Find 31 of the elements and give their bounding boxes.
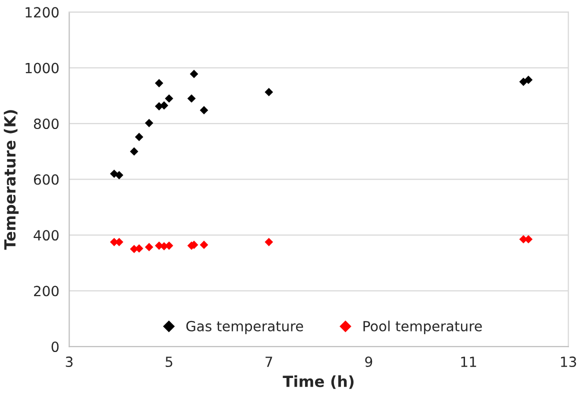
- x-tick-label: 3: [66, 356, 73, 368]
- y-tick-label: 600: [34, 174, 59, 185]
- y-tick-label: 200: [34, 286, 59, 296]
- point: [187, 94, 196, 103]
- y-axis-title: Temperature (K): [4, 110, 19, 250]
- y-tick-label: 1200: [26, 7, 59, 18]
- x-tick-label: 13: [561, 356, 576, 368]
- point: [190, 70, 198, 78]
- y-tick-label: 400: [34, 230, 59, 241]
- point: [130, 147, 138, 156]
- y-tick-label: 800: [34, 118, 59, 130]
- point: [144, 242, 154, 252]
- x-tick-label: 9: [365, 356, 372, 368]
- legend-label: Pool temperature: [363, 320, 482, 334]
- point: [154, 79, 164, 88]
- y-tick-label: 1000: [26, 62, 59, 74]
- x-axis-title: Time (h): [282, 375, 354, 389]
- x-tick-label: 7: [266, 356, 272, 367]
- point: [200, 106, 208, 114]
- point: [164, 94, 174, 103]
- point: [200, 240, 208, 250]
- x-tick-label: 5: [166, 356, 172, 368]
- point: [264, 88, 274, 96]
- point: [134, 132, 144, 142]
- point: [264, 238, 274, 246]
- point: [114, 170, 124, 180]
- point: [524, 76, 533, 84]
- y-tick-label: 0: [52, 342, 59, 352]
- x-tick-label: 11: [461, 356, 476, 367]
- legend-label: Gas temperature: [186, 320, 304, 334]
- point: [144, 118, 154, 128]
